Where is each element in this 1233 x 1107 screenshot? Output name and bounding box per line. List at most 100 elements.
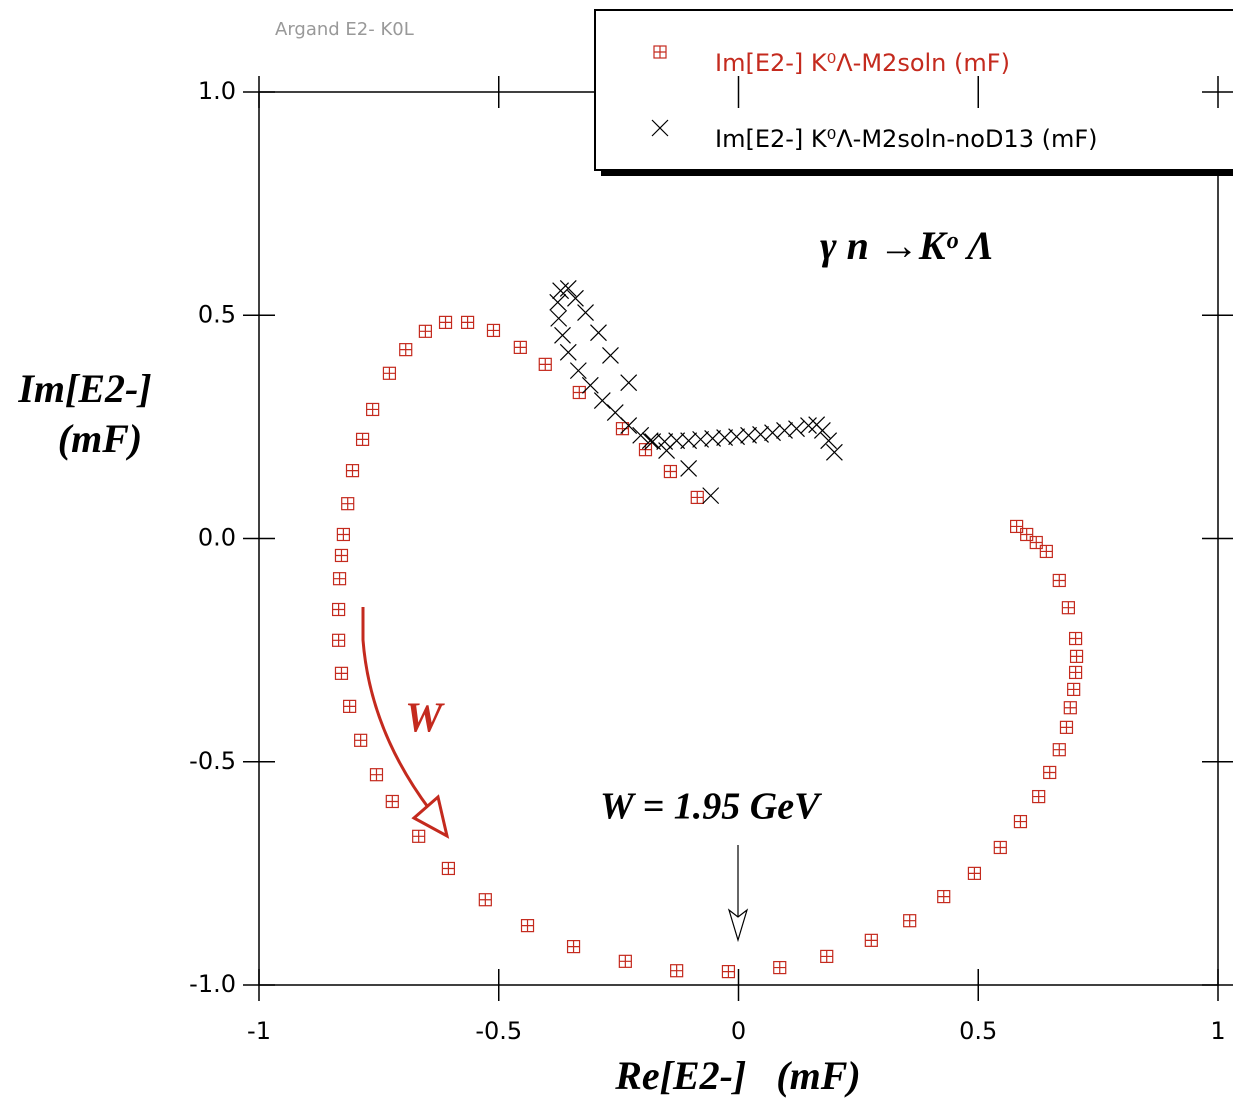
chart-title: Argand E2- K0L <box>275 19 414 40</box>
square-marker <box>1039 544 1053 559</box>
marker-stroke <box>567 289 584 307</box>
square-marker <box>1032 789 1046 804</box>
square-marker <box>1029 535 1043 550</box>
y-tick-label: 0.0 <box>198 524 236 552</box>
marker-cross <box>1032 790 1045 803</box>
square-marker <box>1063 701 1077 715</box>
x-marker <box>764 424 781 442</box>
x-marker <box>550 309 568 327</box>
square-marker <box>341 497 355 511</box>
square-marker <box>385 794 399 809</box>
square-marker <box>1013 814 1028 829</box>
marker-stroke <box>593 392 611 409</box>
square-marker <box>1010 519 1024 534</box>
x-tick-label: -0.5 <box>475 1017 522 1045</box>
marker-cross <box>1053 743 1066 756</box>
square-marker <box>1052 743 1066 757</box>
square-marker <box>566 940 581 954</box>
marker-cross <box>567 940 580 953</box>
square-marker <box>513 340 527 354</box>
square-marker <box>520 919 535 933</box>
marker-cross <box>670 964 683 977</box>
points <box>331 280 1084 979</box>
square-marker <box>618 954 632 968</box>
marker-stroke <box>668 432 686 450</box>
x-marker <box>632 426 650 444</box>
square-marker <box>820 949 834 964</box>
x-marker <box>680 459 698 477</box>
x-marker <box>620 374 638 392</box>
marker-stroke <box>550 309 568 327</box>
marker-cross <box>1069 632 1082 645</box>
direction-arrowhead <box>411 794 450 839</box>
marker-stroke <box>813 422 831 439</box>
marker-stroke <box>559 280 577 297</box>
square-marker <box>1020 527 1034 542</box>
square-marker <box>332 572 347 586</box>
marker-cross <box>514 341 527 354</box>
marker-cross <box>442 862 455 875</box>
x-tick-label: -1 <box>247 1017 271 1045</box>
marker-stroke <box>641 432 659 450</box>
x-tick-label: 0 <box>731 1017 746 1045</box>
marker-stroke <box>651 119 669 137</box>
marker-stroke <box>702 487 720 505</box>
direction-arrow <box>361 607 432 811</box>
marker-cross <box>1062 601 1075 614</box>
square-marker <box>538 357 552 371</box>
marker-cross <box>994 841 1007 854</box>
marker-stroke <box>559 343 577 361</box>
square-marker <box>441 861 456 876</box>
marker-cross <box>968 867 981 880</box>
marker-stroke <box>554 326 571 344</box>
y-tick-label: -0.5 <box>189 747 236 775</box>
square-marker <box>653 45 667 59</box>
square-marker <box>343 699 357 713</box>
marker-cross <box>333 572 346 585</box>
x-marker <box>606 404 624 422</box>
marker-stroke <box>800 417 817 434</box>
square-marker <box>690 490 704 505</box>
marker-cross <box>722 965 735 978</box>
marker-cross <box>539 358 552 371</box>
marker-stroke <box>577 304 594 321</box>
marker-stroke <box>680 459 698 477</box>
square-marker <box>334 548 349 563</box>
y-tick-label: 1.0 <box>198 77 236 105</box>
marker-cross <box>619 955 632 968</box>
square-marker <box>331 633 346 647</box>
square-marker <box>663 464 678 479</box>
square-marker <box>967 866 982 880</box>
square-marker <box>345 464 360 478</box>
marker-stroke <box>764 424 781 442</box>
marker-cross <box>664 465 677 478</box>
x-marker <box>554 326 571 344</box>
y-tick-label: -1.0 <box>189 970 236 998</box>
square-marker <box>369 768 384 782</box>
marker-cross <box>773 961 786 974</box>
marker-cross <box>419 325 432 338</box>
marker-cross <box>487 324 500 337</box>
marker-cross <box>1030 536 1043 549</box>
square-marker <box>399 343 413 357</box>
marker-cross <box>1010 520 1023 533</box>
marker-cross <box>370 768 383 781</box>
x-axis-title: Re[E2-] (mF) <box>614 1053 861 1098</box>
x-marker <box>577 304 594 321</box>
marker-stroke <box>581 376 599 394</box>
x-marker <box>559 280 577 297</box>
x-marker <box>569 362 587 380</box>
x-marker <box>602 347 619 364</box>
marker-cross <box>616 422 629 435</box>
x-marker <box>641 432 659 450</box>
square-marker <box>670 964 684 978</box>
legend-label: Im[E2-] K⁰Λ-M2soln (mF) <box>715 49 1010 77</box>
square-marker <box>993 840 1007 855</box>
square-marker <box>334 666 349 680</box>
marker-cross <box>1069 666 1082 679</box>
square-marker <box>412 829 426 843</box>
x-tick-label: 0.5 <box>959 1017 997 1045</box>
x-marker <box>549 293 567 311</box>
square-marker <box>336 527 350 542</box>
square-marker <box>773 960 787 975</box>
